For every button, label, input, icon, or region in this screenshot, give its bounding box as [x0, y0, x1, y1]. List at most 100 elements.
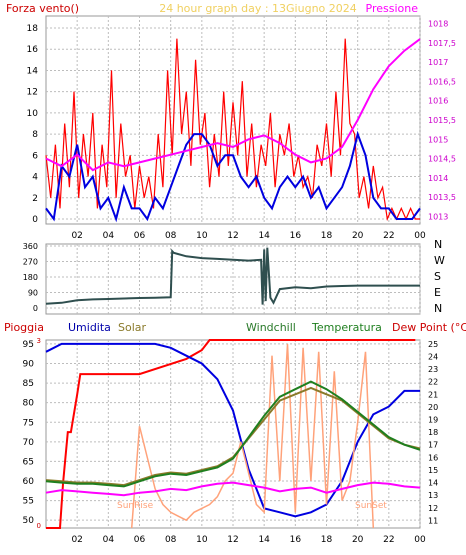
- y-right-tick-label: 1013,5: [428, 193, 456, 202]
- humidity-tick-label: 60: [23, 477, 35, 487]
- humidity-tick-label: 95: [23, 340, 34, 350]
- temperature-tick-label: 19: [428, 415, 438, 424]
- rain-tick-label: 3: [37, 337, 41, 345]
- temperature-tick-label: 11: [428, 516, 438, 525]
- wind-strength-label: Forza vento(): [6, 2, 79, 15]
- temperature-tick-label: 14: [428, 479, 438, 488]
- y-left-tick-label: 4: [32, 173, 38, 183]
- x-tick-label: 16: [290, 231, 302, 241]
- x-tick-label: 02: [71, 231, 82, 241]
- y-left-tick-label: 12: [27, 88, 38, 98]
- x-tick-label: 12: [227, 535, 238, 545]
- y-right-tick-label: 1013: [428, 212, 448, 221]
- sunrise-annotation: SunRise: [117, 501, 154, 511]
- compass-label: E: [434, 286, 441, 299]
- temperature-tick-label: 22: [428, 378, 438, 387]
- y-right-tick-label: 1016,5: [428, 77, 456, 86]
- direction-tick-label: 270: [23, 258, 38, 267]
- temperature-tick-label: 24: [428, 352, 438, 361]
- y-left-tick-label: 8: [32, 130, 38, 140]
- legend-label: Pioggia: [4, 321, 44, 334]
- direction-line: [45, 247, 420, 305]
- y-left-tick-label: 14: [27, 66, 39, 76]
- humidity-tick-label: 65: [23, 457, 34, 467]
- compass-label: S: [434, 270, 441, 283]
- legend-label: Temperatura: [311, 321, 382, 334]
- temperature-tick-label: 17: [428, 441, 438, 450]
- temperature-tick-label: 20: [428, 403, 438, 412]
- wind-pressure-panel: 02 04 06 08 10 12 14 16 18 20 22 000246810121416181…: [27, 15, 456, 241]
- x-tick-label: 04: [103, 535, 115, 545]
- rain-tick-label: 0: [37, 522, 41, 530]
- x-tick-label: 06: [134, 535, 146, 545]
- series-line-green: [45, 380, 421, 488]
- humidity-tick-label: 80: [23, 399, 35, 409]
- humidity-tick-label: 50: [23, 516, 35, 526]
- x-tick-label: 22: [383, 231, 394, 241]
- y-right-tick-label: 1015,5: [428, 116, 456, 125]
- legend-label: Solar: [118, 321, 147, 334]
- x-tick-label: 04: [103, 231, 115, 241]
- x-tick-label: 12: [227, 231, 238, 241]
- x-tick-label: 00: [414, 231, 426, 241]
- x-tick-label: 10: [196, 535, 208, 545]
- temperature-tick-label: 18: [428, 428, 438, 437]
- y-left-tick-label: 2: [32, 194, 38, 204]
- pressure-label: Pressione: [366, 2, 419, 15]
- y-left-tick-label: 6: [32, 151, 38, 161]
- y-right-tick-label: 1014,5: [428, 155, 456, 164]
- series-line-blue: [45, 130, 421, 223]
- temperature-tick-label: 15: [428, 466, 438, 475]
- temperature-tick-label: 23: [428, 365, 438, 374]
- y-right-tick-label: 1018: [428, 20, 448, 29]
- sunset-annotation: SunSet: [355, 501, 387, 511]
- x-tick-label: 18: [321, 535, 333, 545]
- x-tick-label: 06: [134, 231, 146, 241]
- series-line-magenta: [45, 481, 421, 497]
- y-right-tick-label: 1017: [428, 58, 448, 67]
- panel2-frame: [45, 243, 421, 315]
- temperature-tick-label: 13: [428, 491, 438, 500]
- humidity-tick-label: 85: [23, 379, 34, 389]
- direction-tick-label: 0: [33, 304, 38, 313]
- x-tick-label: 18: [321, 231, 333, 241]
- humidity-tick-label: 90: [23, 360, 35, 370]
- legend-label: Windchill: [246, 321, 296, 334]
- legend-label: Umidita: [68, 321, 111, 334]
- humidity-tick-label: 75: [23, 418, 34, 428]
- compass-label: N: [434, 302, 442, 315]
- temperature-tick-label: 25: [428, 340, 438, 349]
- y-left-tick-label: 18: [27, 24, 39, 34]
- temperature-tick-label: 12: [428, 504, 438, 513]
- temperature-tick-label: 16: [428, 453, 438, 462]
- x-tick-label: 10: [196, 231, 208, 241]
- x-tick-label: 16: [290, 535, 302, 545]
- x-tick-label: 14: [258, 535, 270, 545]
- series-line-magenta: [45, 38, 421, 172]
- compass-label: N: [434, 238, 442, 251]
- x-tick-label: 08: [165, 231, 177, 241]
- graph-title: 24 hour graph day : 13Giugno 2024: [159, 2, 357, 15]
- x-tick-label: 22: [383, 535, 394, 545]
- x-tick-label: 00: [414, 535, 426, 545]
- x-tick-label: 14: [258, 231, 270, 241]
- y-left-tick-label: 10: [27, 109, 39, 119]
- direction-tick-label: 180: [23, 273, 38, 282]
- y-right-tick-label: 1014: [428, 174, 448, 183]
- x-tick-label: 20: [352, 535, 364, 545]
- y-right-tick-label: 1015: [428, 135, 448, 144]
- direction-tick-label: 360: [23, 242, 38, 251]
- humidity-tick-label: 70: [23, 438, 35, 448]
- x-tick-label: 20: [352, 231, 364, 241]
- y-right-tick-label: 1017,5: [428, 39, 456, 48]
- temperature-tick-label: 21: [428, 390, 438, 399]
- legend-label: Dew Point (°C): [392, 321, 466, 334]
- y-left-tick-label: 16: [27, 45, 39, 55]
- series-line-red: [45, 38, 420, 222]
- compass-label: W: [434, 254, 445, 267]
- direction-tick-label: 90: [28, 289, 38, 298]
- rain-humidity-temp-panel: Pioggia Umidita Solar Windchill Temperatura D…: [4, 321, 466, 545]
